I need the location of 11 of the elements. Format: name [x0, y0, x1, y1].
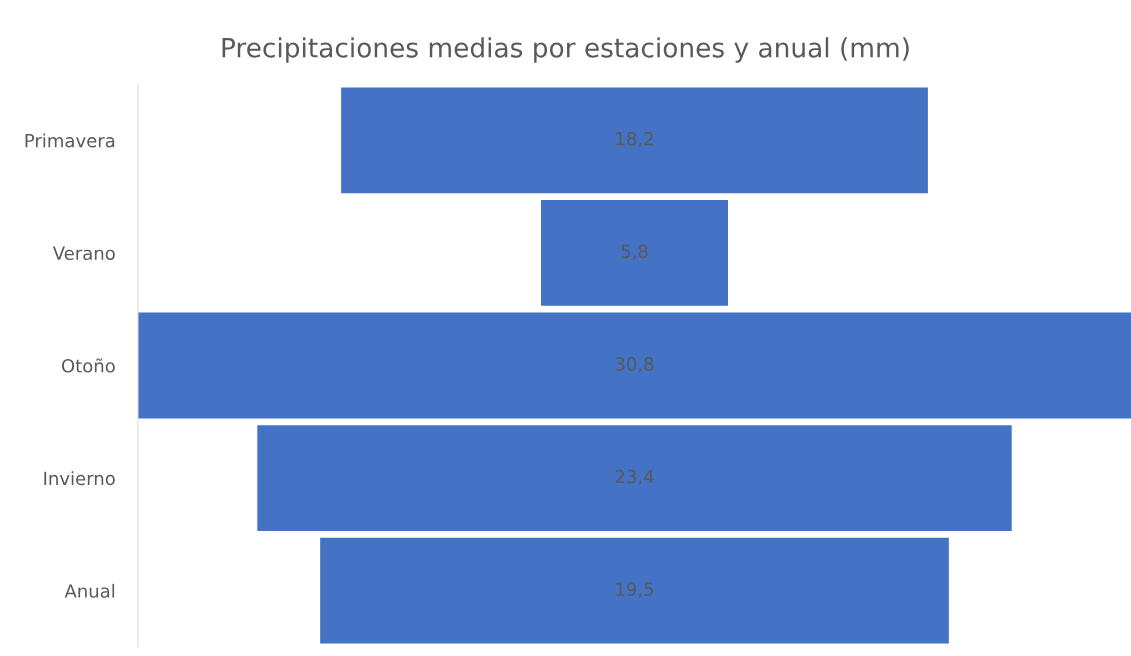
- data-label: 23,4: [615, 469, 654, 486]
- data-label: 19,5: [616, 582, 654, 598]
- data-label: 5,8: [621, 244, 648, 260]
- category-label: Anual: [64, 583, 115, 598]
- data-label: 18,2: [616, 131, 653, 148]
- category-label: Otoño: [61, 358, 115, 373]
- category-label: Invierno: [44, 471, 115, 486]
- category-label: Primavera: [25, 133, 115, 148]
- text: Precipitaciones medias por estaciones y anual (mm): [222, 37, 909, 63]
- data-label: 30,8: [615, 357, 654, 373]
- category-label: Verano: [52, 246, 115, 261]
